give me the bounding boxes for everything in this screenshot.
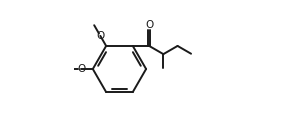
Text: O: O bbox=[77, 64, 85, 74]
Text: O: O bbox=[145, 20, 153, 30]
Text: O: O bbox=[96, 31, 105, 41]
